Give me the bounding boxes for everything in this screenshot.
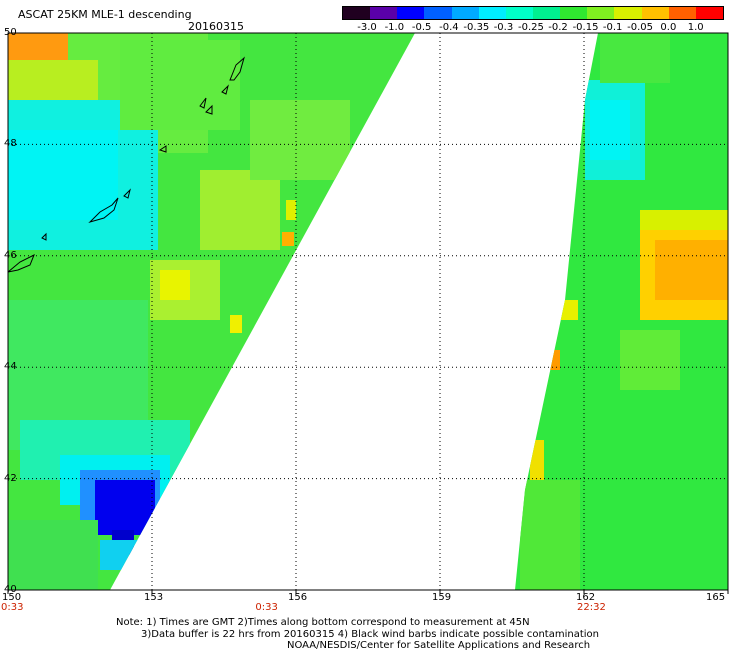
note-line-2: 3)Data buffer is 22 hrs from 20160315 4)… [141,629,599,640]
colorbar-swatch [424,7,452,19]
time-label: 22:32 [577,602,606,613]
colorbar-swatch [614,7,642,19]
colorbar-label: -0.4 [439,22,459,33]
y-tick-label: 48 [4,138,17,150]
colorbar-swatch [343,7,371,19]
axis-ticks [7,32,729,594]
coastline [7,56,245,273]
note-line-1: Note: 1) Times are GMT 2)Times along bot… [116,617,530,628]
colorbar-swatch [397,7,425,19]
right-swath [515,33,728,590]
x-tick-label: 153 [144,592,164,603]
x-tick-label: 159 [432,592,452,603]
colorbar-label: 1.0 [687,22,704,33]
colorbar-label: -0.05 [627,22,654,33]
colorbar-label: -0.1 [602,22,623,33]
time-label: 0:33 [1,602,24,613]
x-tick-label: 150 [2,592,22,603]
colorbar-label: -0.3 [493,22,514,33]
colorbar-swatch [505,7,533,19]
colorbar [342,6,724,20]
colorbar-swatch [370,7,398,19]
colorbar-swatch [451,7,479,19]
x-tick-label: 156 [288,592,308,603]
colorbar-label: -0.5 [411,22,432,33]
note-line-3: NOAA/NESDIS/Center for Satellite Applica… [287,640,591,651]
time-label: 0:33 [255,602,278,613]
colorbar-label: -0.25 [518,22,544,33]
y-tick-label: 46 [4,249,17,261]
y-tick-label: 42 [4,472,17,484]
y-tick-label: 50 [4,27,17,38]
colorbar-swatch [695,7,723,19]
colorbar-label: -0.35 [463,22,490,33]
chart-date: 20160315 [188,20,244,33]
colorbar-label: -0.15 [572,22,599,33]
colorbar-label: -1.0 [384,22,405,33]
x-tick-label: 165 [706,592,726,603]
colorbar-label: -0.2 [548,22,568,33]
colorbar-swatch [668,7,696,19]
colorbar-label: -3.0 [357,22,377,33]
colorbar-label: 0.0 [660,22,677,33]
colorbar-swatch [478,7,506,19]
colorbar-swatch [532,7,561,19]
colorbar-swatch [641,7,669,19]
y-tick-label: 44 [4,361,17,373]
colorbar-swatch [560,7,588,19]
colorbar-swatch [587,7,615,19]
plot-frame [7,32,729,591]
y-tick-label: 40 [4,584,17,595]
chart-title: ASCAT 25KM MLE-1 descending [18,8,192,21]
x-tick-label: 162 [576,592,596,603]
